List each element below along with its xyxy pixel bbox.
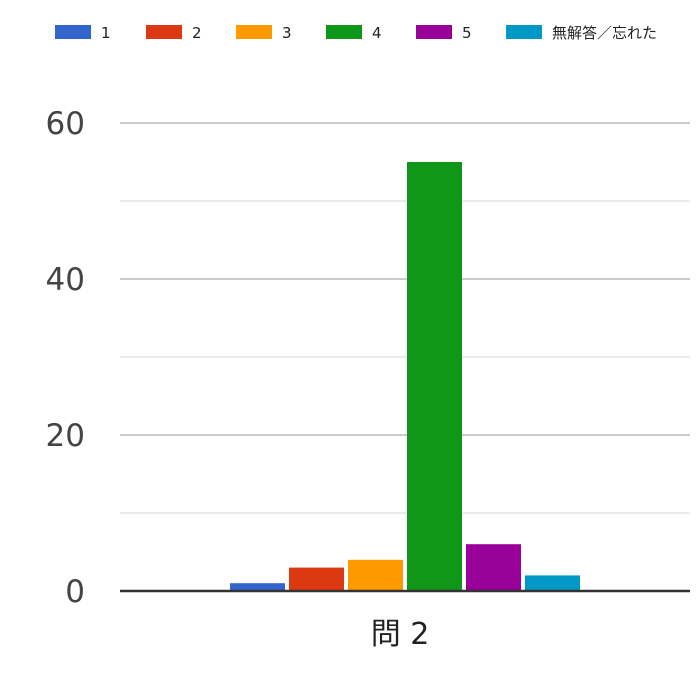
legend-item[interactable]: 5 (416, 24, 472, 42)
y-tick-label: 60 (46, 106, 85, 142)
legend-item[interactable]: 1 (55, 24, 111, 42)
bar-3[interactable] (348, 559, 403, 591)
legend-swatch (506, 25, 542, 39)
legend-label: 1 (101, 24, 111, 42)
legend-swatch (146, 25, 182, 39)
legend-item[interactable]: 2 (146, 24, 202, 42)
bar-2[interactable] (289, 567, 344, 591)
y-tick-label: 20 (46, 418, 85, 454)
y-tick-label: 40 (46, 262, 85, 298)
legend-label: 4 (372, 24, 382, 42)
legend: 1 2 3 4 5 無解答／忘れた (55, 24, 657, 42)
y-axis-ticks: 0 20 40 60 (46, 106, 85, 610)
bar-4[interactable] (407, 162, 462, 591)
bar-6[interactable] (525, 575, 580, 591)
legend-swatch (326, 25, 362, 39)
gridlines (120, 122, 690, 514)
legend-swatch (416, 25, 452, 39)
legend-item[interactable]: 3 (236, 24, 292, 42)
category-label: 問 2 (371, 617, 430, 652)
legend-label: 無解答／忘れた (552, 24, 657, 42)
bar-1[interactable] (230, 583, 285, 591)
bar-5[interactable] (466, 544, 521, 591)
legend-item[interactable]: 無解答／忘れた (506, 24, 657, 42)
legend-swatch (55, 25, 91, 39)
y-tick-label: 0 (65, 574, 85, 610)
legend-label: 2 (192, 24, 202, 42)
legend-item[interactable]: 4 (326, 24, 382, 42)
legend-label: 5 (462, 24, 472, 42)
legend-label: 3 (282, 24, 292, 42)
legend-swatch (236, 25, 272, 39)
bars (230, 162, 580, 591)
